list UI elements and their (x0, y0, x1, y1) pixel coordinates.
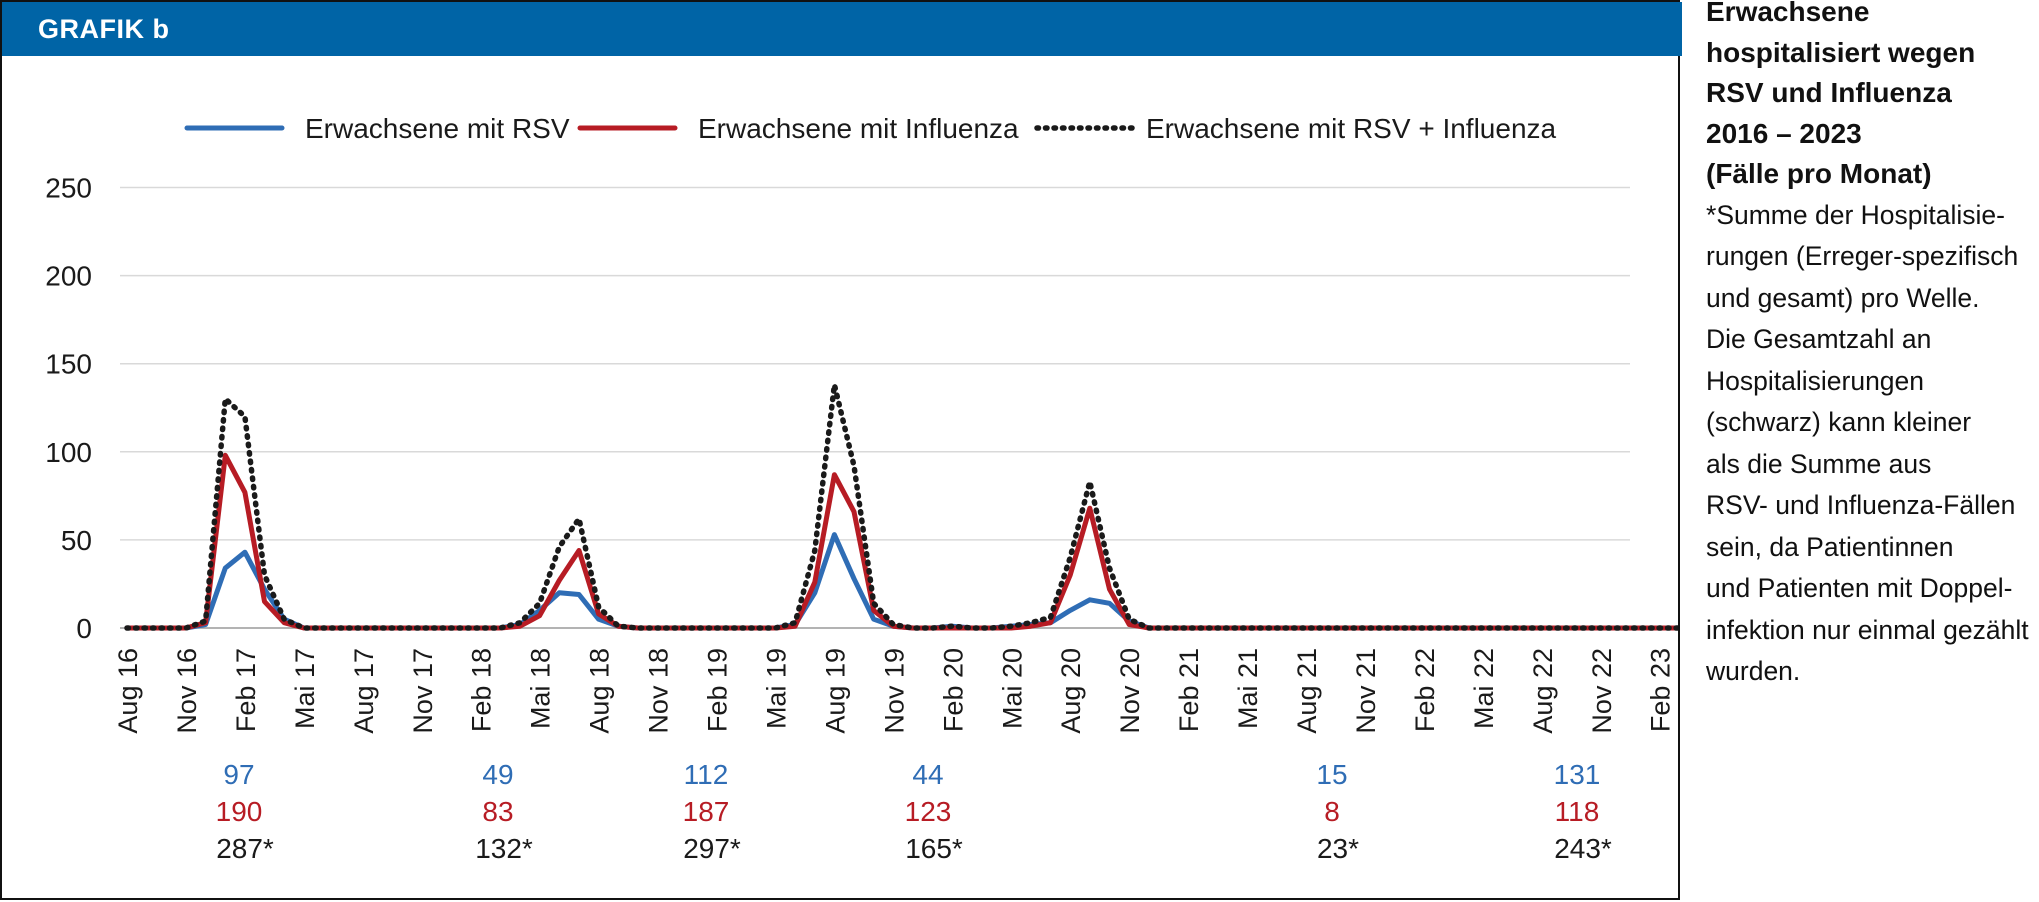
wave-total-influenza: 118 (1555, 796, 1600, 827)
wave-total-combined: 297* (683, 833, 741, 864)
x-tick-label: Feb 22 (1410, 648, 1440, 732)
x-tick-label: Nov 20 (1115, 648, 1145, 734)
x-tick-label: Nov 21 (1351, 648, 1381, 734)
x-tick-label: Mai 22 (1469, 648, 1499, 729)
wave-total-rsv: 131 (1554, 759, 1601, 790)
wave-total-rsv: 112 (684, 759, 729, 790)
figure-label: GRAFIK b (38, 14, 170, 44)
wave-total-rsv: 49 (482, 759, 513, 790)
x-tick-label: Mai 20 (997, 648, 1027, 729)
wave-total-influenza: 187 (683, 796, 730, 827)
x-tick-label: Nov 18 (644, 648, 674, 734)
sidebar: Erwachsene hospitalisiert wegen RSV und … (1706, 0, 2036, 693)
x-tick-label: Nov 17 (408, 648, 438, 734)
x-tick-label: Feb 20 (938, 648, 968, 732)
y-tick-label: 150 (45, 349, 92, 380)
x-tick-label: Nov 19 (879, 648, 909, 734)
wave-total-influenza: 8 (1324, 796, 1340, 827)
series-line-rsv (124, 532, 1678, 631)
x-tick-label: Mai 18 (526, 648, 556, 729)
wave-total-combined: 165* (905, 833, 963, 864)
sidebar-note: *Summe der Hospitalisie- rungen (Erreger… (1706, 199, 2029, 687)
x-tick-label: Aug 18 (585, 648, 615, 734)
legend-label: Erwachsene mit Influenza (698, 113, 1019, 144)
x-tick-label: Aug 19 (820, 648, 850, 734)
wave-total-rsv: 44 (912, 759, 943, 790)
wave-total-combined: 243* (1554, 833, 1612, 864)
wave-total-rsv: 97 (223, 759, 254, 790)
x-tick-label: Aug 20 (1056, 648, 1086, 734)
x-tick-label: Feb 23 (1646, 648, 1676, 732)
figure-header: GRAFIK b (2, 2, 1682, 56)
x-tick-label: Nov 22 (1587, 648, 1617, 734)
wave-total-combined: 132* (475, 833, 533, 864)
wave-total-influenza: 123 (905, 796, 952, 827)
wave-total-combined: 23* (1317, 833, 1359, 864)
y-tick-label: 200 (45, 261, 92, 292)
legend-label: Erwachsene mit RSV + Influenza (1146, 113, 1557, 144)
y-tick-label: 100 (45, 437, 92, 468)
x-tick-label: Feb 17 (231, 648, 261, 732)
chart-panel: GRAFIK b 0 50 100 150 200 250 Aug 16 Nov 16 Feb … (0, 0, 1682, 900)
y-tick-label: 250 (45, 173, 92, 204)
x-tick-label: Nov 16 (172, 648, 202, 734)
x-tick-label: Aug 22 (1528, 648, 1558, 734)
wave-total-influenza: 83 (482, 796, 513, 827)
line-chart: 0 50 100 150 200 250 Aug 16 Nov 16 Feb 17 Mai 17 A… (45, 113, 1678, 864)
x-tick-label: Aug 16 (113, 648, 143, 734)
x-tick-label: Aug 17 (349, 648, 379, 734)
x-tick-label: Mai 17 (290, 648, 320, 729)
x-tick-label: Feb 19 (703, 648, 733, 732)
wave-total-combined: 287* (216, 833, 274, 864)
x-tick-label: Feb 18 (467, 648, 497, 732)
y-tick-label: 0 (76, 613, 92, 644)
series-line-influenza (124, 452, 1678, 631)
x-tick-label: Aug 21 (1292, 648, 1322, 734)
y-tick-label: 50 (61, 525, 92, 556)
sidebar-title: Erwachsene hospitalisiert wegen RSV und … (1706, 0, 1976, 189)
x-tick-label: Mai 19 (761, 648, 791, 729)
wave-total-influenza: 190 (216, 796, 263, 827)
x-tick-label: Feb 21 (1174, 648, 1204, 732)
series-line-combined (124, 382, 1678, 631)
legend-label: Erwachsene mit RSV (305, 113, 570, 144)
wave-total-rsv: 15 (1316, 759, 1347, 790)
x-tick-label: Mai 21 (1233, 648, 1263, 729)
